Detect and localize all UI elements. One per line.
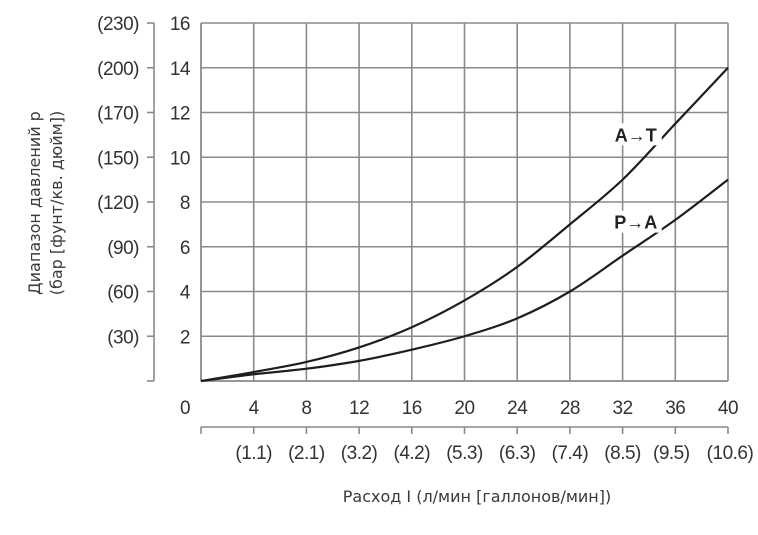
gpm-tick-label: (7.4) — [552, 443, 589, 464]
gpm-axis — [200, 426, 729, 434]
y-axis-title-line1: Диапазон давлений р — [25, 111, 44, 295]
x-tick-label: 16 — [402, 398, 422, 419]
x-axis-title: Расход I (л/мин [галлонов/мин]) — [343, 487, 612, 506]
psi-tick-label: (170) — [97, 104, 139, 125]
curves — [200, 66, 729, 383]
curve-label: P→A — [609, 210, 662, 233]
psi-tick-label: (90) — [107, 238, 139, 259]
y-tick-label: 14 — [170, 59, 191, 80]
x-tick-label: 28 — [560, 398, 580, 419]
psi-tick-label: (230) — [97, 14, 139, 35]
curve-p-to-a — [200, 178, 729, 383]
x-tick-label: 24 — [507, 398, 528, 419]
psi-tick-label: (60) — [107, 283, 139, 304]
psi-tick-label: (30) — [107, 327, 139, 348]
y-axis-title-line2: (бар [фунт/кв. дюйм]) — [47, 111, 66, 295]
gpm-tick-label: (10.6) — [707, 443, 754, 464]
x-tick-label: 4 — [249, 398, 260, 419]
x-tick-label: 12 — [349, 398, 369, 419]
gpm-tick-labels: (1.1) (2.1) (3.2) (4.2) (5.3) (6.3) (7.4) (8.5)… — [235, 443, 754, 464]
curve-a-to-t — [200, 66, 729, 383]
y-tick-label: 16 — [170, 14, 190, 35]
x-tick-labels: 0 4 8 12 16 20 24 28 32 36 40 — [180, 398, 739, 419]
x-tick-label: 20 — [454, 398, 474, 419]
x-tick-label: 8 — [301, 398, 311, 419]
plot-grid — [200, 22, 729, 382]
x-tick-label: 40 — [718, 398, 738, 419]
svg-text:P→A: P→A — [614, 213, 657, 233]
gpm-tick-label: (1.1) — [235, 443, 272, 464]
gpm-tick-label: (6.3) — [499, 443, 536, 464]
psi-tick-labels: (30) (60) (90) (120) (150) (170) (200) (230) — [97, 14, 140, 348]
psi-tick-label: (200) — [97, 59, 139, 80]
svg-text:A→T: A→T — [615, 125, 657, 145]
gpm-tick-label: (2.1) — [288, 443, 325, 464]
y-tick-label: 10 — [170, 148, 190, 169]
y-tick-label: 2 — [180, 327, 190, 348]
gpm-tick-label: (9.5) — [653, 443, 690, 464]
gpm-tick-label: (3.2) — [341, 443, 378, 464]
curve-label: A→T — [609, 123, 662, 146]
x-tick-label: 36 — [665, 398, 685, 419]
y-tick-label: 6 — [180, 238, 190, 259]
x-tick-label: 32 — [613, 398, 633, 419]
y-tick-label: 4 — [180, 283, 191, 304]
y-axis-title: Диапазон давлений р (бар [фунт/кв. дюйм]… — [25, 111, 66, 295]
x-tick-label: 0 — [180, 398, 190, 419]
curve-labels: A→T P→A — [609, 123, 662, 233]
gpm-tick-label: (5.3) — [446, 443, 483, 464]
y-tick-label: 12 — [170, 104, 190, 125]
psi-tick-label: (150) — [97, 148, 139, 169]
gpm-tick-label: (8.5) — [604, 443, 641, 464]
psi-axis — [147, 22, 155, 382]
bar-tick-labels: 2 4 6 8 10 12 14 16 — [170, 14, 192, 348]
y-tick-label: 8 — [180, 193, 190, 214]
gpm-tick-label: (4.2) — [394, 443, 431, 464]
psi-tick-label: (120) — [97, 193, 139, 214]
